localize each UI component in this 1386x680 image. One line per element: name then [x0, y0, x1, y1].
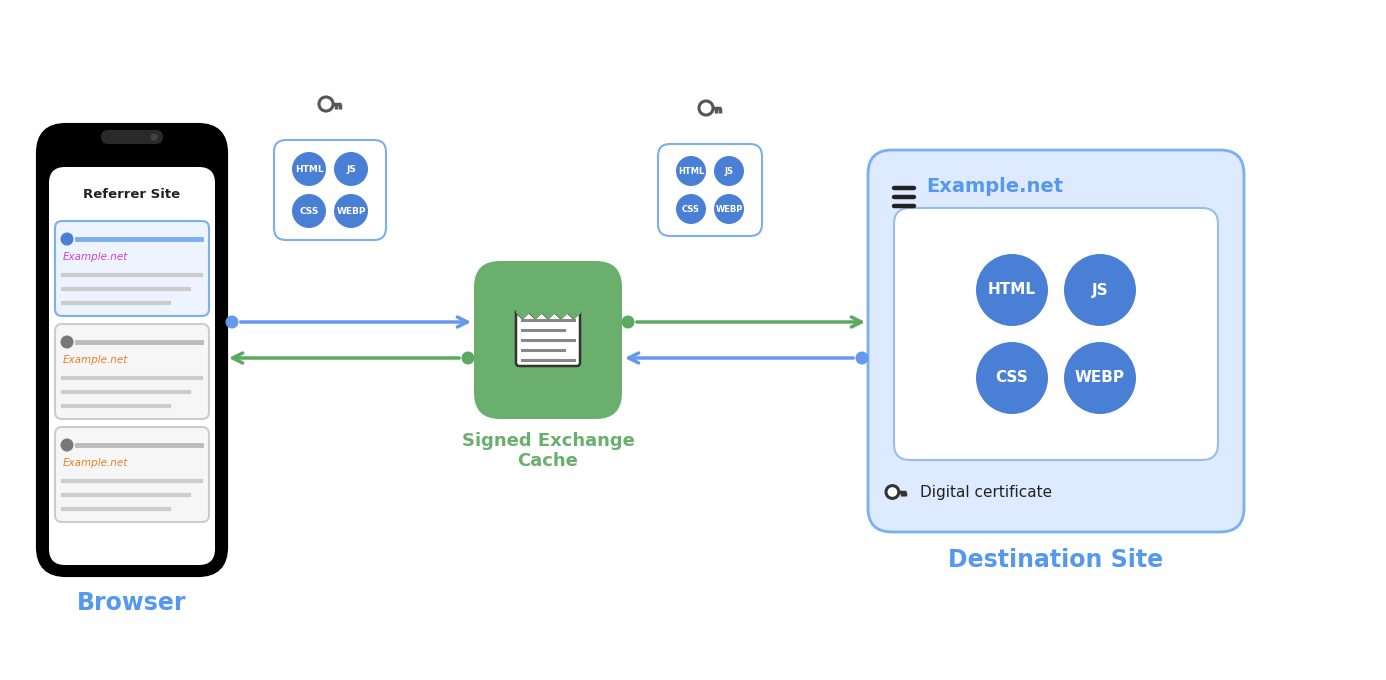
Circle shape: [676, 194, 705, 224]
Circle shape: [976, 342, 1048, 414]
Text: Example.net: Example.net: [62, 252, 129, 262]
Circle shape: [714, 194, 744, 224]
FancyBboxPatch shape: [101, 130, 164, 144]
Text: Example.net: Example.net: [62, 458, 129, 468]
FancyBboxPatch shape: [55, 324, 209, 419]
FancyBboxPatch shape: [55, 221, 209, 316]
FancyBboxPatch shape: [658, 144, 762, 236]
Circle shape: [855, 352, 869, 364]
Circle shape: [319, 97, 333, 111]
Circle shape: [226, 316, 238, 328]
Text: CSS: CSS: [995, 371, 1028, 386]
Circle shape: [61, 439, 73, 452]
Circle shape: [61, 233, 73, 245]
Circle shape: [462, 352, 474, 364]
Circle shape: [151, 133, 158, 141]
Text: JS: JS: [1092, 282, 1109, 298]
Text: HTML: HTML: [678, 167, 704, 175]
Text: Digital certificate: Digital certificate: [920, 484, 1052, 500]
Circle shape: [1064, 254, 1137, 326]
Text: WEBP: WEBP: [337, 207, 366, 216]
Text: CSS: CSS: [682, 205, 700, 214]
Text: Example.net: Example.net: [926, 177, 1063, 196]
FancyBboxPatch shape: [274, 140, 385, 240]
Circle shape: [676, 156, 705, 186]
Circle shape: [714, 156, 744, 186]
Circle shape: [292, 152, 326, 186]
Circle shape: [334, 152, 369, 186]
Text: Cache: Cache: [517, 452, 578, 470]
Circle shape: [334, 194, 369, 228]
Text: CSS: CSS: [299, 207, 319, 216]
FancyBboxPatch shape: [894, 208, 1218, 460]
FancyBboxPatch shape: [37, 125, 226, 575]
Text: Referrer Site: Referrer Site: [83, 188, 180, 201]
Circle shape: [292, 194, 326, 228]
Text: Destination Site: Destination Site: [948, 548, 1164, 572]
Text: Signed Exchange: Signed Exchange: [462, 432, 635, 450]
Text: Example.net: Example.net: [62, 355, 129, 365]
Text: HTML: HTML: [988, 282, 1035, 298]
FancyBboxPatch shape: [516, 310, 579, 366]
Text: HTML: HTML: [295, 165, 323, 173]
FancyBboxPatch shape: [474, 261, 622, 419]
Circle shape: [1064, 342, 1137, 414]
FancyBboxPatch shape: [49, 167, 215, 565]
Text: WEBP: WEBP: [1076, 371, 1125, 386]
Text: Browser: Browser: [78, 591, 187, 615]
FancyBboxPatch shape: [55, 427, 209, 522]
Text: JS: JS: [346, 165, 356, 173]
Circle shape: [699, 101, 712, 115]
Circle shape: [621, 316, 635, 328]
Circle shape: [976, 254, 1048, 326]
FancyBboxPatch shape: [868, 150, 1245, 532]
Text: WEBP: WEBP: [715, 205, 743, 214]
Text: JS: JS: [725, 167, 733, 175]
Circle shape: [61, 335, 73, 348]
Circle shape: [886, 486, 898, 498]
